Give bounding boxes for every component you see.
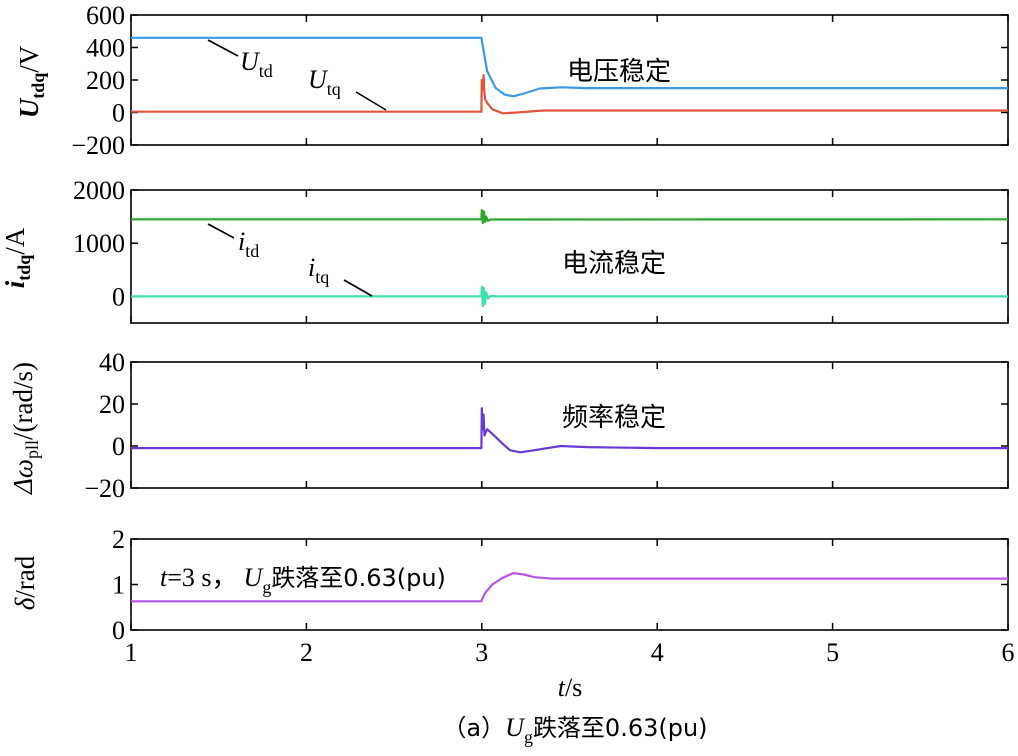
angle-y-tick-label: 0 <box>112 616 125 645</box>
x-tick-label: 3 <box>475 638 488 667</box>
figure-caption: （a）Ug跌落至0.63(pu) <box>442 713 707 747</box>
voltage-annotation: 电压稳定 <box>567 57 671 87</box>
voltage-y-tick-label: −200 <box>71 131 125 160</box>
current-ylabel: itdq/A <box>0 227 34 288</box>
current-y-tick-label: 2000 <box>73 176 125 205</box>
frequency-y-tick-label: 40 <box>99 348 125 377</box>
voltage-ylabel: Utdq/V <box>14 45 48 118</box>
current-y-tick-label: 0 <box>112 282 125 311</box>
itq-leader-line <box>343 279 373 297</box>
voltage-panel-text: Utdq/V Utd Utq 电压稳定 <box>14 39 671 118</box>
frequency-y-tick-label: −20 <box>84 474 125 503</box>
angle-ylabel: δ/rad <box>10 555 40 610</box>
series-i_td <box>131 209 1009 225</box>
frequency-annotation: 频率稳定 <box>562 403 666 433</box>
frequency-ylabel: Δωpll/(rad/s) <box>8 362 42 495</box>
frequency-panel: 40 20 0 −20 <box>84 348 1009 503</box>
utq-label: Utq <box>308 65 341 99</box>
current-frame <box>130 189 1009 324</box>
series-δ <box>131 572 1008 603</box>
x-tick-label: 2 <box>300 638 313 667</box>
current-panel-text: itdq/A itd itq 电流稳定 <box>0 223 666 297</box>
utq-leader-line <box>355 91 387 111</box>
x-tick-label: 6 <box>1002 638 1015 667</box>
series-i_tq <box>131 285 1008 308</box>
x-axis-label: t/s <box>558 673 583 702</box>
x-tick-label: 5 <box>826 638 839 667</box>
x-tick-label: 4 <box>651 638 664 667</box>
current-y-tick-label: 1000 <box>73 229 125 258</box>
current-panel: 2000 1000 0 <box>73 176 1009 324</box>
itq-label: itq <box>308 253 329 287</box>
angle-panel: 2 1 0 <box>112 525 1009 645</box>
frequency-panel-text: Δωpll/(rad/s) 频率稳定 <box>8 362 666 495</box>
voltage-panel: 600 400 200 0 −200 <box>71 1 1009 160</box>
series-U_td <box>131 36 1008 98</box>
current-annotation: 电流稳定 <box>562 249 666 279</box>
voltage-y-tick-label: 600 <box>86 1 125 30</box>
angle-panel-text: δ/rad t=3 s， Ug跌落至0.63(pu) <box>10 555 446 610</box>
angle-y-tick-label: 2 <box>112 525 125 554</box>
itd-label: itd <box>238 227 259 261</box>
frequency-y-tick-label: 20 <box>99 390 125 419</box>
x-tick-label: 1 <box>125 638 138 667</box>
series-Δω_pll <box>131 407 1008 454</box>
voltage-y-tick-label: 200 <box>86 66 125 95</box>
utd-label: Utd <box>240 47 273 81</box>
frequency-frame <box>130 361 1009 489</box>
voltage-y-tick-label: 0 <box>112 99 125 128</box>
voltage-y-tick-label: 400 <box>86 34 125 63</box>
angle-annotation: t=3 s， Ug跌落至0.63(pu) <box>160 563 446 597</box>
series-U_tq <box>131 74 1008 115</box>
frequency-y-tick-label: 0 <box>112 432 125 461</box>
itd-leader-line <box>207 223 235 239</box>
utd-leader-line <box>207 39 239 57</box>
angle-y-tick-label: 1 <box>112 571 125 600</box>
